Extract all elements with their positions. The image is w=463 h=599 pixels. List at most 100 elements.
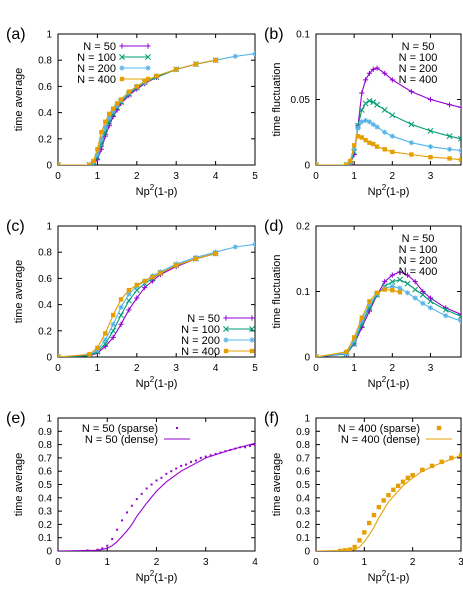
- data-point: [134, 282, 139, 288]
- legend-label: N = 50 (dense): [85, 434, 158, 446]
- series-group: [316, 269, 461, 357]
- y-tick-label: 0: [46, 161, 52, 172]
- legend-label: N = 200: [399, 255, 438, 267]
- legend-label: N = 400 (dense): [341, 434, 420, 446]
- y-tick-label: 0.7: [296, 453, 310, 464]
- data-point: [359, 119, 365, 125]
- x-tick-label: 5: [252, 171, 258, 182]
- data-point: [140, 492, 143, 495]
- data-point: [359, 318, 365, 324]
- y-tick-label: 0.8: [38, 56, 52, 67]
- x-axis-label-sup: 2: [150, 569, 155, 578]
- data-point: [412, 295, 418, 301]
- data-point: [58, 354, 61, 357]
- data-point: [374, 144, 380, 149]
- data-point: [316, 354, 319, 357]
- x-axis-label-tail: (1-p): [386, 378, 409, 390]
- y-tick-label: 0.9: [38, 427, 52, 438]
- data-point: [204, 455, 207, 458]
- data-point: [193, 61, 199, 67]
- data-point: [135, 498, 138, 501]
- series-line-2: [316, 279, 461, 357]
- data-point: [366, 302, 373, 308]
- data-point: [458, 104, 461, 110]
- data-point: [110, 110, 117, 117]
- data-point: [110, 108, 116, 114]
- y-tick-label: 0: [46, 547, 52, 558]
- data-point: [351, 335, 357, 340]
- series-line-4: [316, 288, 401, 357]
- series-line-2: [316, 454, 461, 551]
- legend-label: N = 200: [181, 335, 220, 347]
- plot-frame: [315, 225, 462, 358]
- x-tick-label: 0: [313, 363, 319, 374]
- x-axis-label-sup: 2: [150, 183, 155, 192]
- data-point: [150, 274, 155, 280]
- y-tick-label: 0: [304, 547, 310, 558]
- y-tick-label: 0.8: [38, 440, 52, 451]
- data-point: [101, 547, 104, 550]
- series-line-3: [316, 285, 461, 357]
- y-tick-label: 0.8: [296, 440, 310, 451]
- data-point: [130, 504, 133, 507]
- data-point: [370, 99, 377, 106]
- panel-label: (f): [264, 410, 279, 427]
- data-point: [106, 544, 109, 547]
- data-point: [447, 156, 452, 161]
- data-point: [158, 270, 163, 276]
- x-tick-label: 2: [410, 557, 416, 568]
- data-point: [154, 73, 159, 79]
- data-point: [359, 315, 364, 320]
- data-point: [94, 347, 100, 354]
- data-point: [102, 343, 108, 350]
- data-point: [449, 455, 454, 461]
- data-point: [362, 100, 369, 107]
- legend-label: N = 200: [399, 63, 438, 75]
- data-point: [446, 133, 453, 140]
- y-tick-label: 0: [304, 161, 310, 172]
- data-point: [362, 530, 367, 535]
- y-tick-label: 0.7: [38, 453, 52, 464]
- data-point: [382, 279, 388, 285]
- y-tick-label: 0.8: [38, 248, 52, 259]
- x-axis-label-sup: 2: [382, 183, 387, 192]
- legend-label: N = 50: [83, 41, 116, 53]
- data-point: [347, 547, 353, 551]
- data-point: [358, 107, 365, 113]
- data-point: [363, 77, 369, 83]
- data-point: [102, 124, 108, 130]
- data-point: [107, 111, 112, 117]
- y-tick-label: 0: [46, 353, 52, 364]
- data-point: [185, 463, 188, 466]
- panel-label: (b): [264, 26, 284, 43]
- data-point: [199, 456, 202, 459]
- data-point: [194, 459, 197, 462]
- data-point: [102, 337, 108, 343]
- x-tick-label: 3: [458, 557, 463, 568]
- data-point: [458, 313, 461, 320]
- data-point: [420, 467, 425, 473]
- legend-swatch-marker: [223, 348, 229, 354]
- legend-label: N = 50: [187, 313, 220, 325]
- x-tick-label: 0: [55, 557, 61, 568]
- data-point: [427, 96, 434, 103]
- legend-swatch-marker: [119, 54, 125, 60]
- y-tick-label: 0.2: [296, 222, 310, 233]
- x-tick-label: 1: [351, 171, 357, 182]
- x-axis-label-sup: 2: [382, 375, 387, 384]
- data-point: [244, 446, 247, 449]
- x-tick-label: 1: [104, 557, 110, 568]
- x-tick-label: 5: [252, 363, 258, 374]
- data-point: [367, 140, 372, 145]
- data-point: [134, 295, 140, 301]
- data-point: [400, 479, 406, 485]
- series-line-4: [58, 252, 216, 357]
- data-point: [389, 278, 396, 285]
- x-tick-label: 2: [390, 171, 396, 182]
- data-point: [363, 117, 369, 124]
- x-axis-label-tail: (1-p): [154, 378, 177, 390]
- y-tick-label: 0.6: [38, 274, 52, 285]
- data-point: [252, 51, 255, 57]
